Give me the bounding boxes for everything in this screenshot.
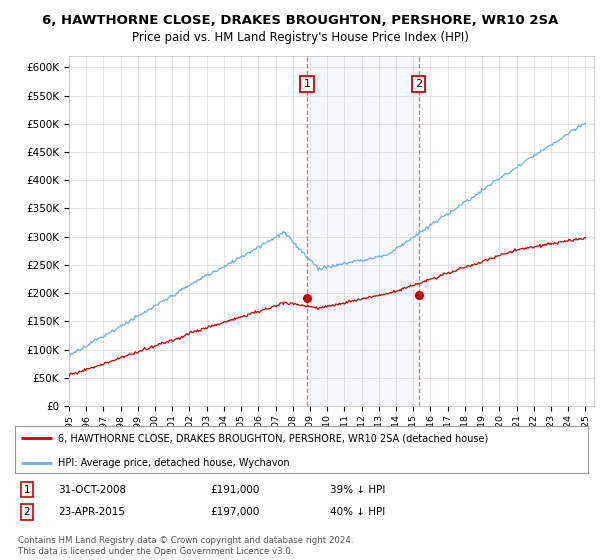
Text: 40% ↓ HPI: 40% ↓ HPI	[330, 507, 385, 517]
Text: 2: 2	[415, 79, 422, 89]
Text: Contains HM Land Registry data © Crown copyright and database right 2024.: Contains HM Land Registry data © Crown c…	[18, 536, 353, 545]
Text: 39% ↓ HPI: 39% ↓ HPI	[330, 484, 386, 494]
Text: 23-APR-2015: 23-APR-2015	[58, 507, 125, 517]
Text: 2: 2	[23, 507, 30, 517]
Text: 6, HAWTHORNE CLOSE, DRAKES BROUGHTON, PERSHORE, WR10 2SA (detached house): 6, HAWTHORNE CLOSE, DRAKES BROUGHTON, PE…	[58, 433, 488, 444]
Text: £191,000: £191,000	[210, 484, 259, 494]
Text: HPI: Average price, detached house, Wychavon: HPI: Average price, detached house, Wych…	[58, 458, 290, 468]
Text: 1: 1	[23, 484, 30, 494]
Text: 31-OCT-2008: 31-OCT-2008	[58, 484, 126, 494]
Bar	[307, 56, 419, 406]
Text: 6, HAWTHORNE CLOSE, DRAKES BROUGHTON, PERSHORE, WR10 2SA: 6, HAWTHORNE CLOSE, DRAKES BROUGHTON, PE…	[42, 14, 558, 27]
Text: This data is licensed under the Open Government Licence v3.0.: This data is licensed under the Open Gov…	[18, 547, 293, 556]
Text: £197,000: £197,000	[210, 507, 259, 517]
Text: 1: 1	[304, 79, 311, 89]
Text: Price paid vs. HM Land Registry's House Price Index (HPI): Price paid vs. HM Land Registry's House …	[131, 31, 469, 44]
